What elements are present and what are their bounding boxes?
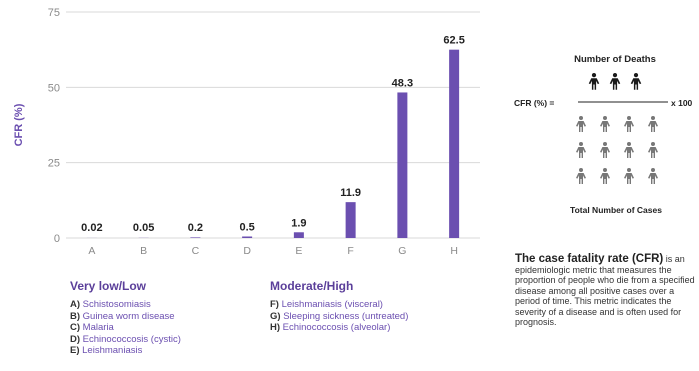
formula-numerator: Number of Deaths — [574, 54, 656, 65]
data-label: 48.3 — [392, 77, 413, 89]
legend-item-label: Malaria — [82, 322, 114, 333]
bar — [293, 232, 304, 238]
person-icon — [624, 116, 634, 132]
legend-item-label: Schistosomiasis — [82, 299, 151, 310]
x-tick-label: E — [295, 245, 302, 257]
person-icon — [600, 142, 610, 158]
person-icon — [648, 116, 658, 132]
person-icon — [609, 73, 621, 90]
definition-text: is an epidemiologic metric that measures… — [515, 254, 695, 327]
person-icon — [588, 73, 600, 90]
x-tick-label: B — [140, 245, 147, 257]
legend-item-key: A) — [70, 299, 81, 310]
person-icon — [576, 142, 586, 158]
data-label: 1.9 — [291, 217, 306, 229]
x-tick-label: H — [450, 245, 458, 257]
x-tick-label: A — [88, 245, 95, 257]
person-icon — [630, 73, 642, 90]
formula-lhs: CFR (%) = — [514, 98, 554, 108]
legend-item: H) Echinococcosis (alveolar) — [270, 322, 408, 334]
data-label: 0.5 — [239, 221, 254, 233]
x-tick-label: G — [398, 245, 406, 257]
x-tick-label: D — [243, 245, 251, 257]
legend-item-label: Echinococcosis (alveolar) — [282, 322, 391, 333]
bar — [190, 237, 201, 238]
legend-item: D) Echinococcosis (cystic) — [70, 334, 181, 346]
legend-item-label: Leishmaniasis (visceral) — [281, 299, 383, 310]
definition-lead: The case fatality rate (CFR) — [515, 253, 664, 265]
bar — [449, 49, 460, 238]
legend-title-very-low: Very low/Low — [70, 279, 147, 293]
legend-item-label: Guinea worm disease — [82, 310, 175, 322]
person-icon — [600, 116, 610, 132]
cfr-definition: The case fatality rate (CFR) is an epide… — [515, 253, 699, 328]
data-label: 0.2 — [188, 222, 203, 234]
person-icon — [576, 168, 586, 184]
legend-item: F) Leishmaniasis (visceral) — [270, 299, 408, 311]
legend-item-key: E) — [70, 345, 80, 356]
y-tick-label: 0 — [54, 233, 60, 245]
formula-denominator: Total Number of Cases — [570, 205, 662, 215]
legend-moderate-high: Moderate/High F) Leishmaniasis (visceral… — [270, 279, 408, 334]
person-icon — [648, 168, 658, 184]
x-tick-label: F — [347, 245, 353, 257]
legend-item-key: G) — [270, 310, 281, 322]
legend-item: B) Guinea worm disease — [70, 311, 181, 323]
x-tick-label: C — [192, 245, 200, 257]
person-icon — [576, 116, 586, 132]
legend-item: G) Sleeping sickness (untreated) — [270, 311, 408, 323]
person-icon — [624, 142, 634, 158]
legend-item: C) Malaria — [70, 322, 181, 334]
legend-item: A) Schistosomiasis — [70, 299, 181, 311]
data-label: 11.9 — [340, 187, 361, 199]
formula-multiplier: x 100 — [671, 98, 693, 108]
bar — [242, 236, 253, 238]
legend-item-key: B) — [70, 310, 81, 322]
person-icon — [600, 168, 610, 184]
bar-chart: 0 25 50 75 CFR (%) 0.02 A 0.05 B 0.2 C 0.5 D 1.9 E 11.9… — [13, 7, 480, 257]
legend-item-key: D) — [70, 333, 81, 345]
legend-title-moderate-high: Moderate/High — [270, 279, 354, 293]
bar — [345, 202, 356, 238]
data-label: 62.5 — [443, 35, 464, 47]
data-label: 0.02 — [81, 222, 102, 234]
y-tick-label: 75 — [48, 7, 60, 19]
legend-item-label: Sleeping sickness (untreated) — [283, 310, 409, 322]
data-label: 0.05 — [133, 222, 154, 234]
y-axis-label: CFR (%) — [13, 103, 25, 146]
legend-item: E) Leishmaniasis — [70, 345, 181, 357]
y-tick-label: 25 — [48, 158, 60, 170]
legend-item-key: C) — [70, 322, 81, 333]
legend-very-low: Very low/Low A) Schistosomiasis B) Guinea… — [70, 279, 181, 357]
bar — [397, 92, 408, 239]
person-icon — [624, 168, 634, 184]
person-icon — [648, 142, 658, 158]
y-tick-label: 50 — [48, 82, 60, 94]
legend-item-label: Leishmaniasis — [82, 345, 143, 356]
legend-item-label: Echinococcosis (cystic) — [82, 333, 181, 345]
legend-item-key: F) — [270, 299, 279, 310]
cfr-formula-illustration: Number of Deaths CFR (%) = x 100 Total N… — [514, 54, 693, 215]
legend-item-key: H) — [270, 322, 281, 333]
